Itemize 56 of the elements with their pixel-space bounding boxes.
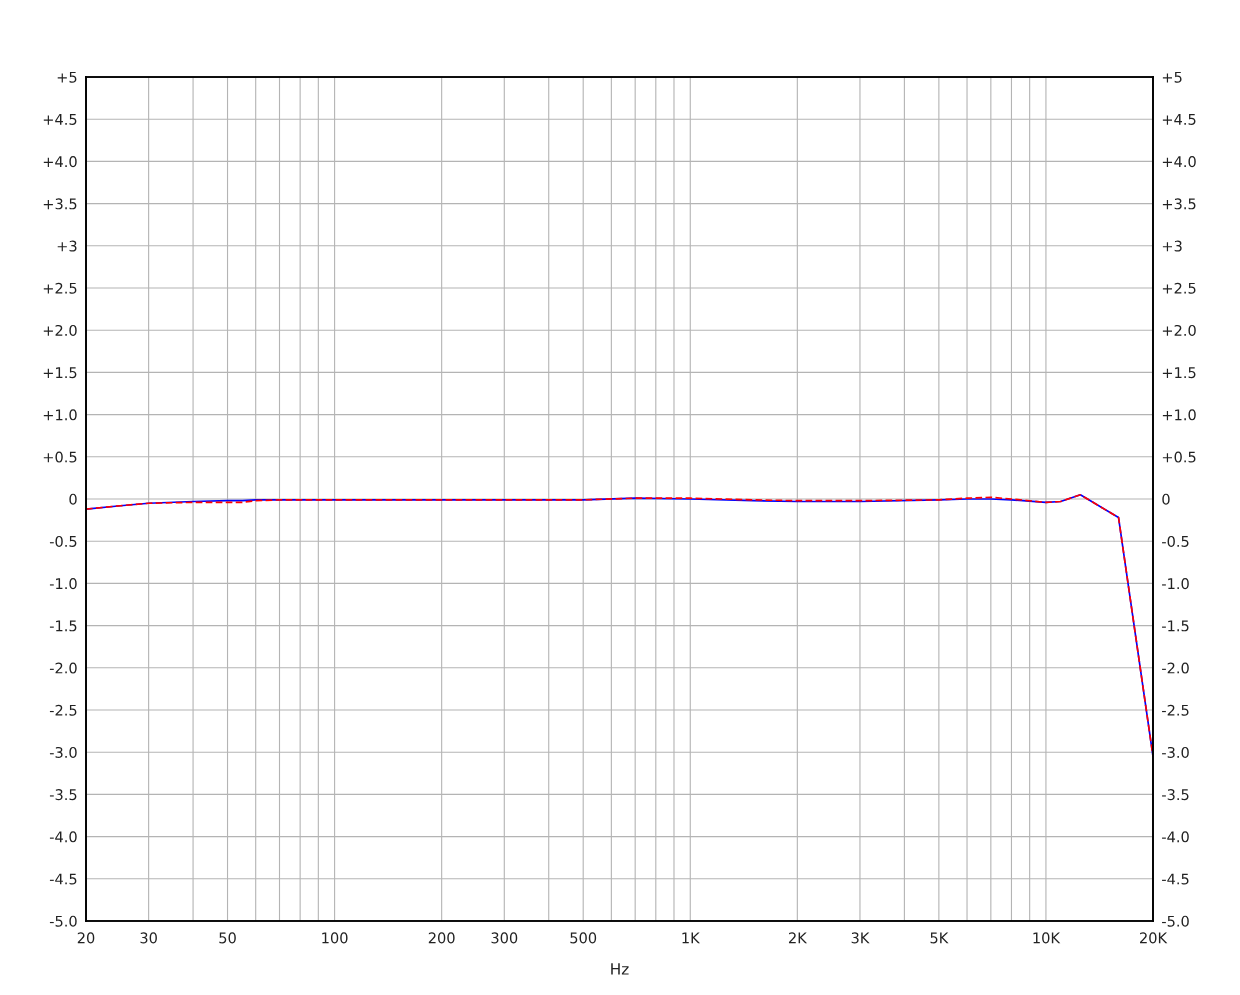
y2-tick-label: +4.5 <box>1162 114 1196 125</box>
y-tick-label: +4.5 <box>43 114 77 125</box>
y2-tick-label: -3.5 <box>1162 789 1189 801</box>
y2-tick-label: -1.5 <box>1162 620 1189 632</box>
y-tick-label: -2.0 <box>49 662 77 674</box>
y-tick-label: -4.5 <box>49 873 77 885</box>
x-tick-label: 200 <box>428 932 455 944</box>
y2-tick-label: -0.5 <box>1162 535 1189 547</box>
y-tick-label: -2.5 <box>49 704 77 716</box>
y-tick-label: +3 <box>57 240 77 252</box>
y2-tick-label: +3.5 <box>1162 198 1196 210</box>
y-tick-label: 0 <box>69 493 77 505</box>
x-tick-label: 500 <box>570 932 597 944</box>
y-tick-label: +4.0 <box>43 156 77 168</box>
x-tick-label: 1K <box>682 932 700 944</box>
y2-tick-label: -3.0 <box>1162 746 1189 758</box>
y2-tick-label: +5 <box>1162 71 1182 83</box>
y-tick-label: +1.0 <box>43 409 77 421</box>
y2-tick-label: +1.0 <box>1162 409 1196 421</box>
x-tick-label: 3K <box>851 932 870 944</box>
y-tick-label: -3.0 <box>49 746 77 758</box>
x-tick-label: 2K <box>788 932 808 944</box>
y-tick-label: -1.0 <box>49 578 77 590</box>
y-tick-label: -3.5 <box>49 789 77 801</box>
y2-tick-label: +2.5 <box>1162 282 1196 294</box>
x-tick-label: 30 <box>140 932 157 944</box>
y-tick-label: +0.5 <box>43 451 77 463</box>
y2-tick-label: -1.0 <box>1162 578 1189 590</box>
y2-tick-label: -2.5 <box>1162 704 1189 716</box>
y-tick-label: +1.5 <box>43 367 77 379</box>
y2-tick-label: -4.5 <box>1162 873 1189 885</box>
y-tick-label: -5.0 <box>49 915 77 927</box>
x-tick-label: 50 <box>219 932 236 944</box>
x-tick-label: 20 <box>77 932 95 944</box>
y2-tick-label: +4.0 <box>1162 156 1196 168</box>
x-tick-label: 20K <box>1140 932 1168 944</box>
x-tick-label: 5K <box>930 932 949 944</box>
y-tick-label: +2.0 <box>43 324 77 336</box>
y-tick-label: -0.5 <box>49 535 77 547</box>
x-axis-title: Hz <box>611 963 629 975</box>
y2-tick-label: 0 <box>1162 493 1170 505</box>
y2-tick-label: +1.5 <box>1162 367 1196 379</box>
y2-tick-label: -2.0 <box>1162 662 1189 674</box>
y2-tick-label: -4.0 <box>1162 831 1189 843</box>
y2-tick-label: +3 <box>1162 240 1182 252</box>
x-tick-label: 100 <box>322 932 348 944</box>
y-tick-label: -1.5 <box>49 620 77 632</box>
y-tick-label: +3.5 <box>43 198 77 210</box>
x-tick-label: 10K <box>1033 932 1061 944</box>
y-tick-label: +2.5 <box>43 282 77 294</box>
x-tick-label: 300 <box>491 932 518 944</box>
y2-tick-label: +2.0 <box>1162 324 1196 336</box>
y2-tick-label: +0.5 <box>1162 451 1196 463</box>
y-tick-label: -4.0 <box>49 831 77 843</box>
y-tick-label: +5 <box>57 71 77 83</box>
y2-tick-label: -5.0 <box>1162 915 1189 927</box>
